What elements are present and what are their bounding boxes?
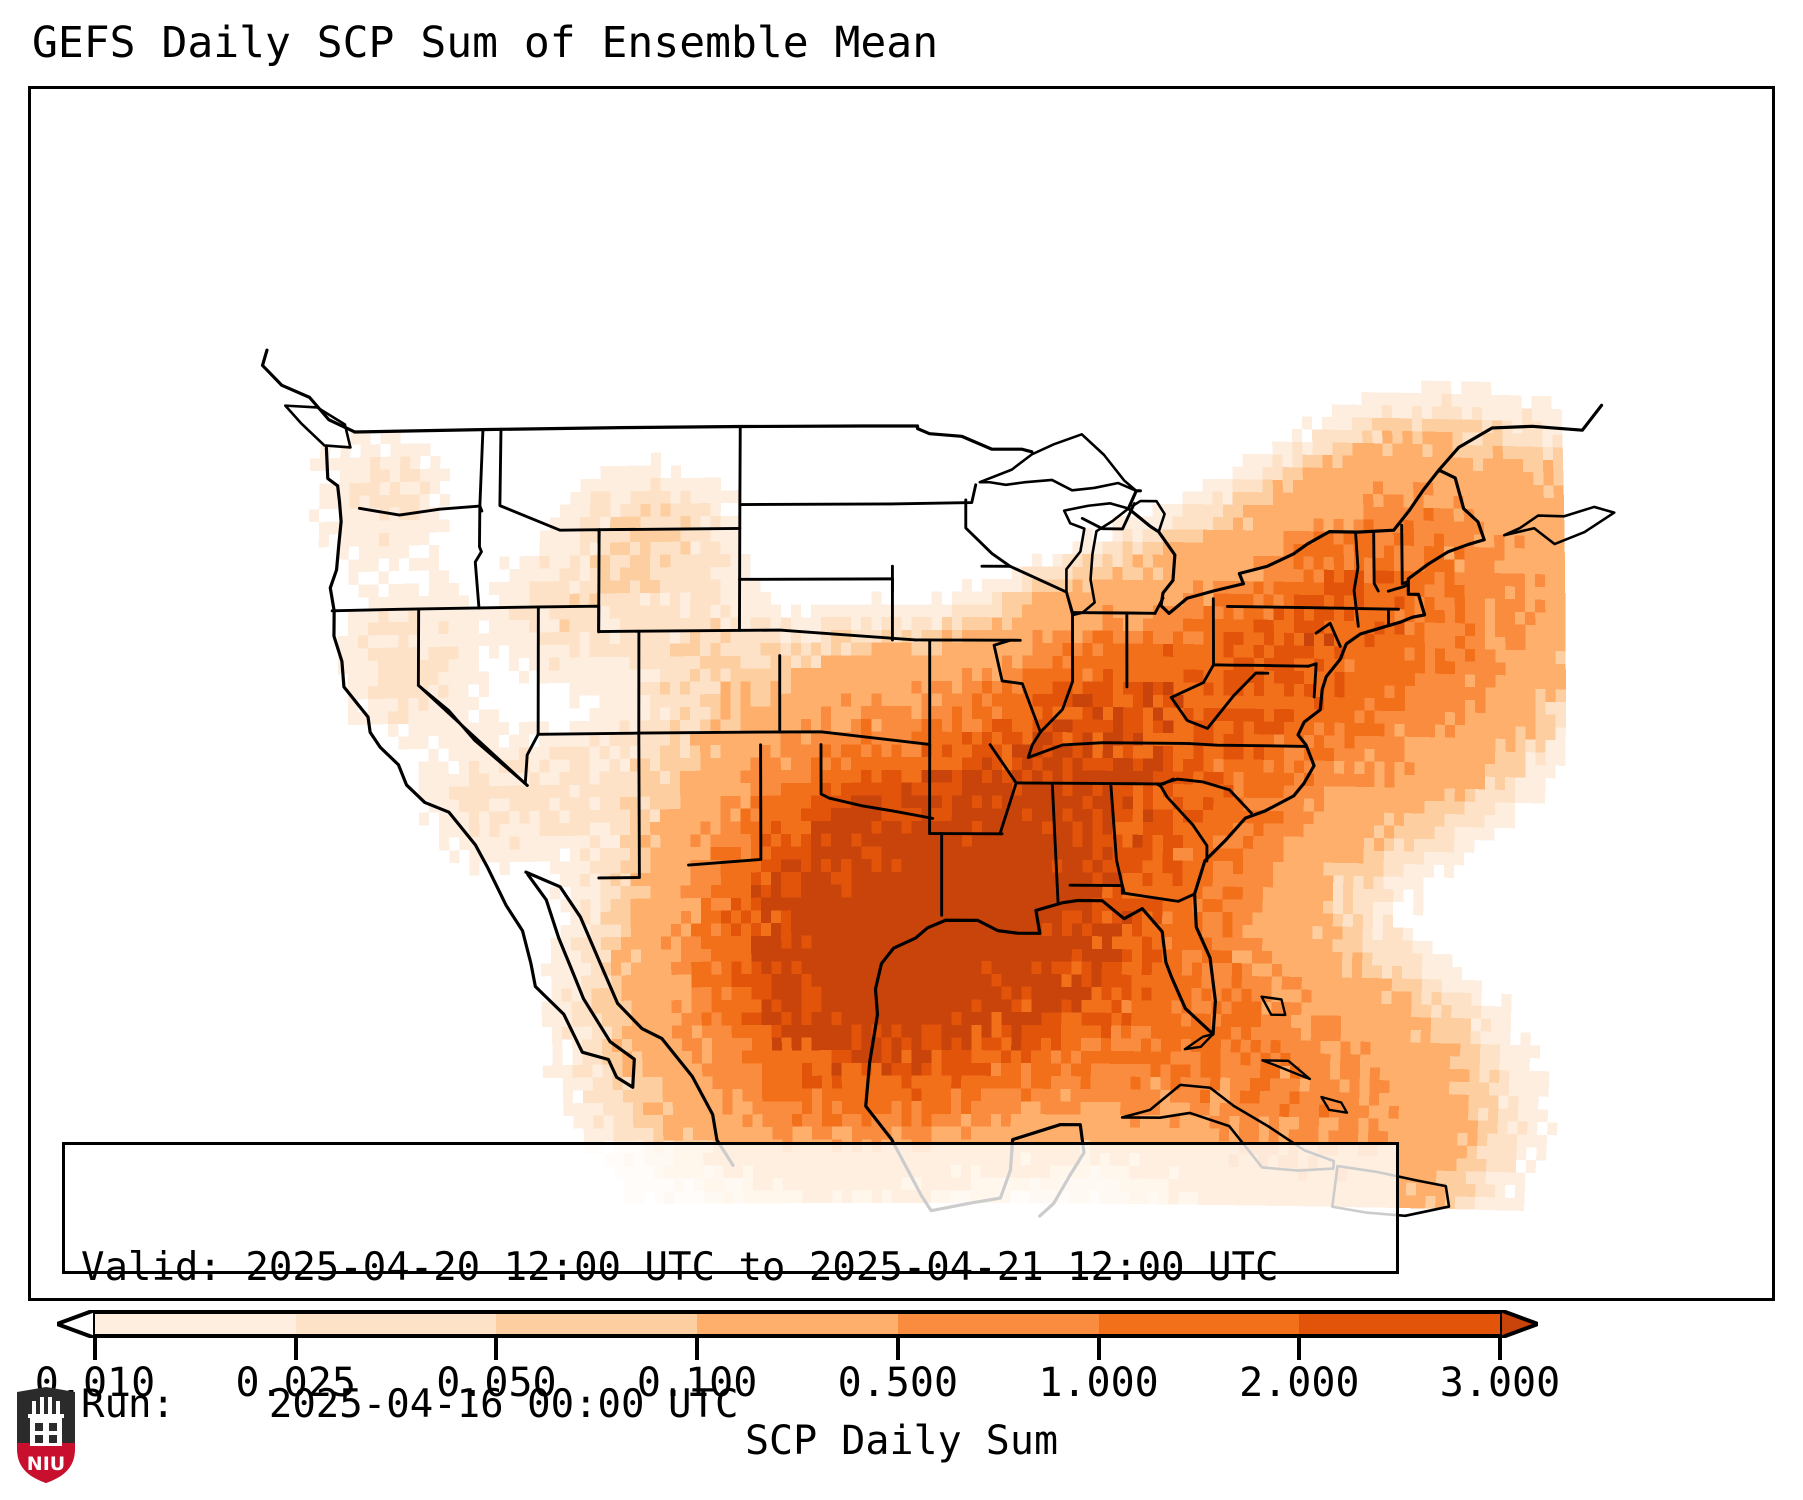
colorbar-tick-label-4: 0.500 xyxy=(837,1360,959,1406)
niu-logo: NIU xyxy=(17,1387,75,1483)
colorbar-tick-label-6: 2.000 xyxy=(1239,1360,1360,1406)
colorbar-tick-labels: 0.010 0.025 0.050 0.100 0.500 1.000 2.000 3.000 xyxy=(0,1360,1803,1410)
colorbar-tick-2 xyxy=(494,1338,499,1360)
colorbar-band-5 xyxy=(1098,1314,1300,1334)
colorbar-band-6 xyxy=(1299,1314,1501,1334)
forecast-info-box: Valid: 2025-04-20 12:00 UTC to 2025-04-2… xyxy=(62,1142,1399,1427)
colorbar-tick-4 xyxy=(895,1338,900,1360)
colorbar-over-arrow xyxy=(1500,1310,1538,1338)
page-title: GEFS Daily SCP Sum of Ensemble Mean xyxy=(32,18,939,68)
run-time-text: Run: 2025-04-16 00:00 UTC xyxy=(81,1382,739,1428)
geography-outlines xyxy=(260,348,1616,1218)
colorbar-tick-1 xyxy=(293,1338,298,1360)
colorbar-tick-0 xyxy=(93,1338,97,1360)
colorbar-bands xyxy=(95,1310,1501,1338)
colorbar-tick-3 xyxy=(695,1338,700,1360)
colorbar-band-0 xyxy=(95,1314,296,1334)
colorbar-tick-6 xyxy=(1297,1338,1302,1360)
colorbar-legend: 0.010 0.025 0.050 0.100 0.500 1.000 2.000 3.000… xyxy=(0,1300,1803,1500)
colorbar-band-3 xyxy=(697,1314,898,1334)
valid-time-text: Valid: 2025-04-20 12:00 UTC to 2025-04-2… xyxy=(81,1245,1279,1291)
niu-logo-text: NIU xyxy=(27,1453,65,1475)
colorbar-tick-label-5: 1.000 xyxy=(1038,1360,1159,1406)
colorbar-tick-5 xyxy=(1096,1338,1101,1360)
colorbar-tick-label-1: 0.025 xyxy=(235,1360,356,1406)
colorbar-band-2 xyxy=(496,1314,698,1334)
colorbar-band-1 xyxy=(295,1314,497,1334)
colorbar-ticks xyxy=(93,1338,1502,1360)
colorbar-tick-label-3: 0.100 xyxy=(636,1360,758,1406)
map-panel xyxy=(28,86,1775,1301)
colorbar-tick-label-7: 3.000 xyxy=(1439,1360,1561,1406)
colorbar-under-arrow xyxy=(57,1310,95,1338)
colorbar-axis-label: SCP Daily Sum xyxy=(744,1418,1059,1464)
colorbar-tick-7 xyxy=(1498,1338,1502,1360)
colorbar-tick-label-2: 0.050 xyxy=(436,1360,557,1406)
colorbar-band-4 xyxy=(897,1314,1099,1334)
